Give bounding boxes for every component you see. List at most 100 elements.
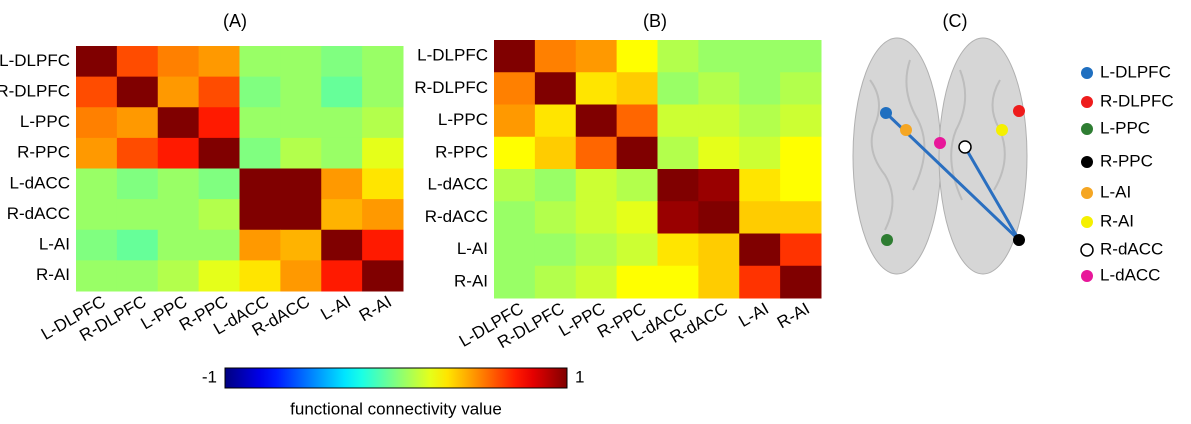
heatmap-cell	[362, 260, 404, 292]
heatmap-cell	[362, 107, 404, 139]
heatmap-cell	[76, 260, 118, 292]
heatmap-cell	[362, 137, 404, 169]
heatmap-cell	[239, 168, 281, 200]
heatmap-cell	[116, 137, 159, 169]
heatmap-cell	[616, 233, 658, 267]
y-tick-label: L-dACC	[10, 173, 70, 192]
heatmap-cell	[239, 229, 281, 261]
heatmap-cell	[780, 169, 822, 202]
heatmap-cell	[780, 233, 822, 267]
heatmap-cell	[321, 137, 363, 169]
heatmap-cell	[239, 46, 281, 78]
legend-marker	[1081, 67, 1093, 79]
heatmap-cell	[534, 104, 577, 138]
y-tick-label: L-AI	[457, 239, 488, 258]
y-tick-label: R-AI	[36, 265, 70, 284]
brain-node	[1013, 105, 1025, 117]
heatmap-cell	[575, 136, 618, 170]
panel-title: (B)	[643, 11, 667, 31]
heatmap-cell	[698, 104, 740, 138]
connection	[963, 146, 1021, 241]
heatmap-cell	[616, 201, 658, 234]
heatmap-cell	[362, 46, 404, 78]
legend-label: R-AI	[1100, 211, 1134, 230]
heatmap-cell	[780, 72, 822, 105]
heatmap-cell	[239, 199, 281, 231]
x-tick-label: R-AI	[774, 299, 813, 332]
y-tick-label: L-PPC	[438, 110, 488, 129]
heatmap-cell	[494, 201, 536, 234]
heatmap-cell	[157, 260, 200, 292]
heatmap-cell	[280, 229, 322, 261]
heatmap-cell	[698, 233, 740, 267]
heatmap-cell	[239, 260, 281, 292]
heatmap-cell	[494, 169, 536, 202]
heatmap-cell	[534, 72, 577, 105]
brain-node	[880, 107, 892, 119]
heatmap-cell	[239, 107, 281, 139]
heatmap-cell	[198, 76, 240, 108]
y-tick-label: R-PPC	[17, 143, 70, 162]
x-tick-label: L-AI	[317, 292, 354, 324]
heatmap-cell	[321, 46, 363, 78]
heatmap-cell	[739, 40, 781, 73]
heatmap-cell	[157, 46, 200, 78]
heatmap-cell	[616, 40, 658, 73]
heatmap-cell	[494, 72, 536, 105]
y-tick-label: L-AI	[39, 235, 70, 254]
heatmap-cell	[739, 136, 781, 170]
brain-gyri	[869, 59, 1006, 231]
heatmap-cell	[321, 107, 363, 139]
legend-marker	[1080, 243, 1094, 257]
heatmap-cell	[280, 76, 322, 108]
x-tick-label: L-AI	[735, 299, 772, 331]
panel-title: (A)	[223, 11, 247, 31]
heatmap-cell	[534, 169, 577, 202]
y-tick-label: R-dACC	[7, 204, 70, 223]
heatmap-cell	[116, 46, 159, 78]
panel-title: (C)	[943, 11, 968, 31]
heatmap-cell	[494, 265, 536, 299]
heatmap-cell	[657, 40, 699, 73]
heatmap-cell	[657, 72, 699, 105]
heatmap-cell	[280, 107, 322, 139]
legend-label: L-dACC	[1100, 265, 1160, 284]
colorbar-tick-label: -1	[202, 367, 217, 386]
heatmap-cell	[116, 260, 159, 292]
heatmap-cell	[116, 76, 159, 108]
heatmap-cell	[739, 104, 781, 138]
heatmap-cell	[157, 76, 200, 108]
heatmap-cell	[657, 136, 699, 170]
legend-marker	[1081, 187, 1093, 199]
heatmap-cell	[657, 169, 699, 202]
legend-label: R-dACC	[1100, 239, 1163, 258]
heatmap-cell	[698, 201, 740, 234]
heatmap-cell	[534, 201, 577, 234]
heatmap-cell	[698, 169, 740, 202]
heatmap-cell	[534, 136, 577, 170]
heatmap-cell	[321, 260, 363, 292]
heatmap-cell	[198, 229, 240, 261]
heatmap-cell	[494, 40, 536, 73]
legend-label: L-DLPFC	[1100, 62, 1171, 81]
heatmap-cell	[657, 265, 699, 299]
heatmap-cell	[575, 104, 618, 138]
heatmap-cell	[321, 229, 363, 261]
heatmap-cell	[575, 40, 618, 73]
heatmap-cell	[280, 199, 322, 231]
heatmap-cell	[321, 76, 363, 108]
heatmap-cell	[198, 46, 240, 78]
heatmap-cell	[494, 104, 536, 138]
heatmap-cell	[198, 260, 240, 292]
heatmap-cell	[575, 72, 618, 105]
heatmap-cell	[280, 168, 322, 200]
heatmap-cell	[76, 107, 118, 139]
heatmap-cell	[280, 260, 322, 292]
heatmap-cell	[739, 169, 781, 202]
heatmap-cell	[534, 40, 577, 73]
y-tick-label: R-DLPFC	[414, 78, 488, 97]
heatmap-cell	[157, 107, 200, 139]
heatmap-cell	[575, 169, 618, 202]
brain-node	[900, 124, 912, 136]
